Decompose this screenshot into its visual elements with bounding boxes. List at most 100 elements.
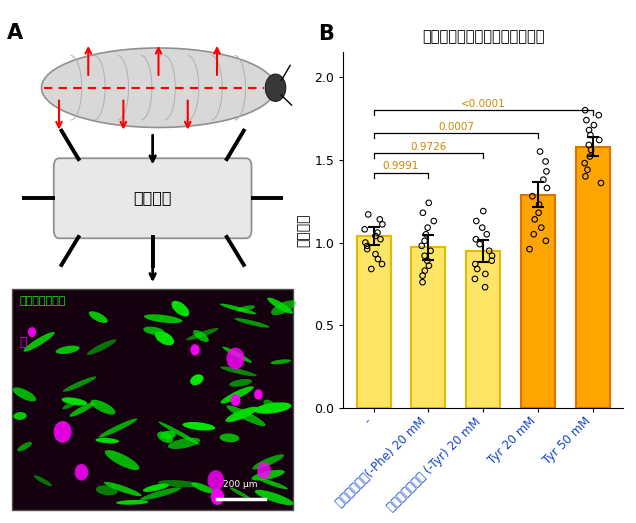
Point <box>429 217 439 225</box>
Y-axis label: 蛍光強度: 蛍光強度 <box>296 213 310 247</box>
Point <box>529 230 539 238</box>
Ellipse shape <box>226 348 245 369</box>
Ellipse shape <box>63 377 97 392</box>
Ellipse shape <box>237 305 255 312</box>
Point <box>583 166 593 174</box>
Point <box>593 111 604 119</box>
Ellipse shape <box>226 407 258 422</box>
Ellipse shape <box>259 479 288 489</box>
Point <box>377 220 387 229</box>
Ellipse shape <box>41 48 275 128</box>
Point <box>420 266 430 275</box>
Point <box>421 230 431 238</box>
Point <box>471 235 481 243</box>
Point <box>420 237 430 245</box>
Text: 核: 核 <box>20 336 27 349</box>
Ellipse shape <box>90 400 116 415</box>
Point <box>586 146 596 154</box>
Ellipse shape <box>267 298 293 314</box>
Ellipse shape <box>168 438 200 449</box>
Ellipse shape <box>252 454 284 470</box>
Ellipse shape <box>53 421 72 443</box>
Ellipse shape <box>190 374 204 385</box>
Text: Ｈｐｄ－ＧＦＰ: Ｈｐｄ－ＧＦＰ <box>20 297 66 306</box>
Ellipse shape <box>191 482 215 494</box>
Text: 幼虫表皮: 幼虫表皮 <box>134 190 172 206</box>
Point <box>538 176 548 184</box>
Point <box>422 257 432 265</box>
Point <box>375 215 385 223</box>
Point <box>579 159 590 167</box>
Point <box>534 200 544 209</box>
Point <box>471 217 481 225</box>
Point <box>487 252 497 260</box>
Point <box>377 260 387 268</box>
Ellipse shape <box>143 326 165 335</box>
Point <box>373 255 383 263</box>
Point <box>480 270 490 278</box>
Ellipse shape <box>158 422 200 445</box>
FancyBboxPatch shape <box>54 158 251 238</box>
Ellipse shape <box>157 431 173 443</box>
Point <box>480 283 490 291</box>
Ellipse shape <box>271 300 296 315</box>
Point <box>417 242 427 250</box>
Point <box>470 275 480 283</box>
Point <box>484 247 494 255</box>
Bar <box>522 195 555 408</box>
Point <box>360 238 370 247</box>
Text: 0.9726: 0.9726 <box>410 142 446 152</box>
Ellipse shape <box>89 311 107 323</box>
Point <box>534 209 544 217</box>
Ellipse shape <box>13 388 36 402</box>
Point <box>474 240 485 248</box>
Bar <box>411 247 445 408</box>
Bar <box>357 236 391 408</box>
Ellipse shape <box>160 431 176 439</box>
Text: 200 μm: 200 μm <box>223 480 258 488</box>
Point <box>417 271 427 280</box>
Ellipse shape <box>140 487 181 500</box>
Ellipse shape <box>144 314 183 323</box>
Point <box>487 257 497 265</box>
Point <box>370 232 380 240</box>
Point <box>584 152 595 161</box>
Ellipse shape <box>24 332 55 351</box>
Point <box>525 245 535 253</box>
Ellipse shape <box>229 379 252 387</box>
Ellipse shape <box>28 327 36 337</box>
Ellipse shape <box>62 397 87 405</box>
Point <box>580 106 590 115</box>
Point <box>481 230 492 238</box>
Point <box>478 207 488 215</box>
Text: 0.9991: 0.9991 <box>383 162 419 172</box>
Ellipse shape <box>172 301 190 316</box>
Ellipse shape <box>220 367 257 376</box>
Ellipse shape <box>270 359 291 365</box>
Point <box>541 167 551 176</box>
Ellipse shape <box>255 490 294 505</box>
Ellipse shape <box>155 331 174 345</box>
Point <box>370 250 380 258</box>
Ellipse shape <box>55 346 80 354</box>
Ellipse shape <box>143 484 169 492</box>
Ellipse shape <box>74 464 88 481</box>
Ellipse shape <box>13 412 27 420</box>
Ellipse shape <box>251 470 285 481</box>
Ellipse shape <box>87 339 116 355</box>
Point <box>422 223 432 232</box>
Ellipse shape <box>263 400 278 412</box>
Point <box>366 265 377 273</box>
Ellipse shape <box>62 399 80 410</box>
Ellipse shape <box>17 442 32 451</box>
Ellipse shape <box>234 318 270 327</box>
Ellipse shape <box>221 386 254 404</box>
Point <box>530 215 540 223</box>
Point <box>535 147 545 156</box>
Text: <0.0001: <0.0001 <box>461 98 506 109</box>
Point <box>420 252 430 260</box>
Point <box>470 260 480 268</box>
Ellipse shape <box>99 418 137 438</box>
Ellipse shape <box>257 462 271 479</box>
Ellipse shape <box>265 74 286 101</box>
